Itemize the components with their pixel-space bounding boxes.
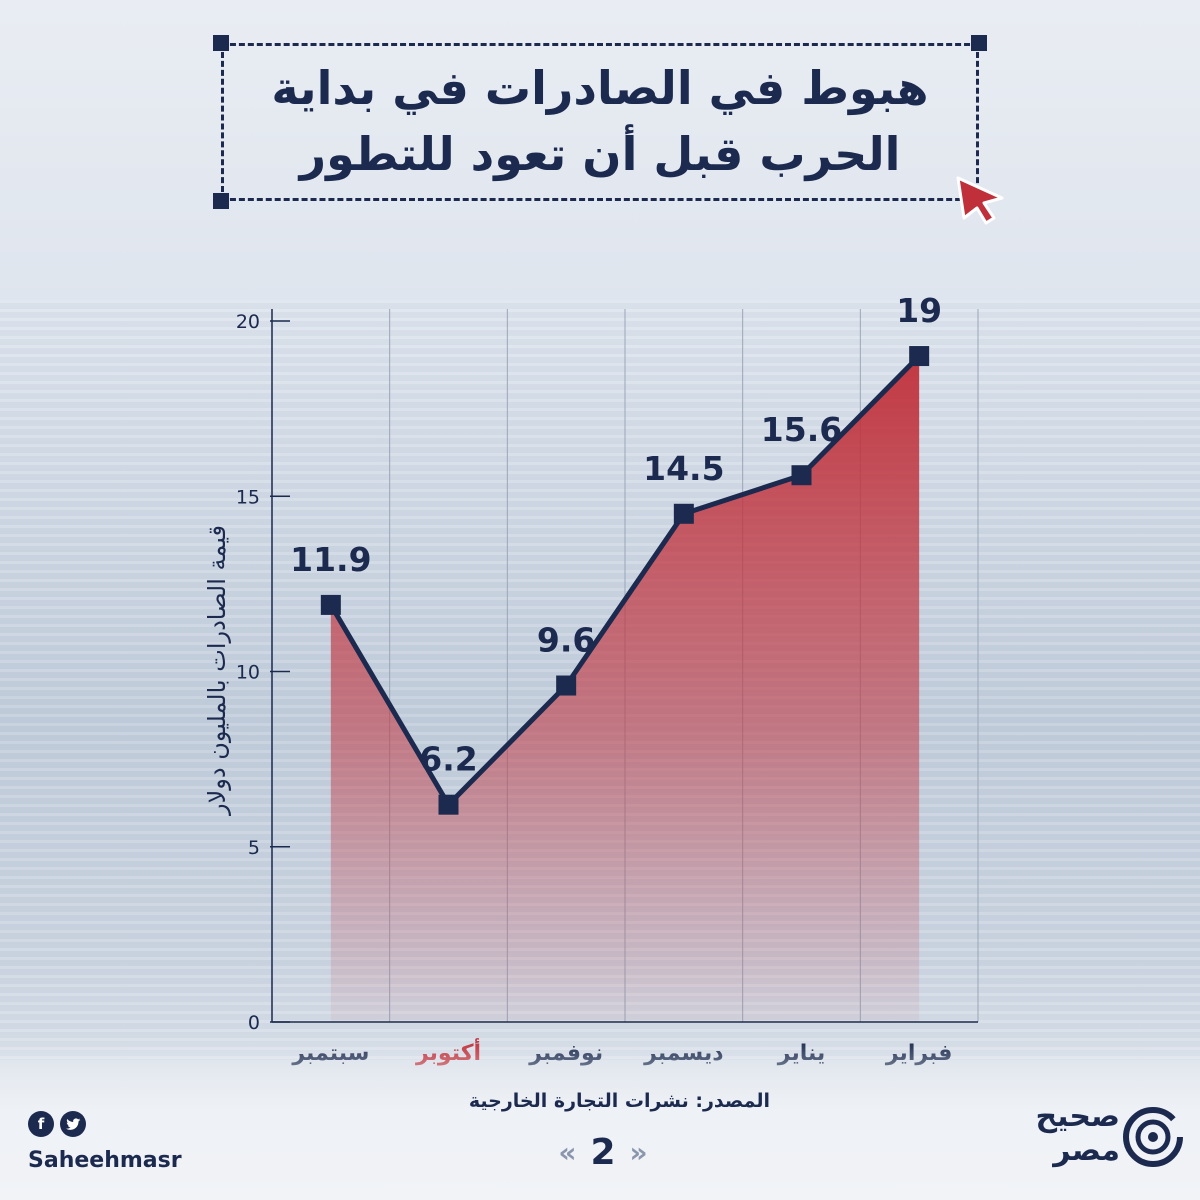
y-axis-label: قيمة الصادرات بالمليون دولار: [203, 525, 231, 816]
page-indicator: « 2 »: [548, 1130, 658, 1174]
frame-corner-bottom-left: [213, 193, 229, 209]
data-label: 19: [896, 291, 942, 330]
chevrons-right-icon: »: [629, 1135, 648, 1169]
data-label: 14.5: [643, 449, 724, 488]
y-tick-label: 10: [236, 662, 260, 684]
cursor-icon: [956, 176, 1004, 225]
target-logo-icon: [1123, 1107, 1183, 1167]
facebook-icon[interactable]: f: [28, 1111, 54, 1137]
y-tick-label: 15: [236, 486, 260, 508]
page-number: 2: [590, 1131, 616, 1173]
source-note: المصدر: نشرات التجارة الخارجية: [468, 1090, 770, 1112]
data-point: [791, 465, 812, 486]
brand-name: صحيح مصر: [1010, 1100, 1120, 1168]
area-fill: [330, 356, 920, 1022]
title-line-2: الحرب قبل أن تعود للتطور: [299, 127, 901, 181]
bottom-fade: [0, 1040, 1200, 1200]
chevrons-left-icon: «: [558, 1135, 577, 1169]
twitter-icon[interactable]: [60, 1111, 86, 1137]
data-label: 9.6: [537, 621, 595, 660]
series-line: [328, 354, 921, 808]
data-point: [909, 346, 930, 367]
data-point: [438, 794, 459, 815]
social-handle[interactable]: Saheehmasr: [28, 1148, 182, 1173]
page-title: هبوط في الصادرات في بداية الحرب قبل أن ت…: [221, 55, 979, 187]
brand-line-1: صحيح: [1035, 1099, 1120, 1134]
data-point: [673, 503, 694, 524]
data-label: 11.9: [290, 540, 371, 579]
brand-line-2: مصر: [1053, 1133, 1120, 1168]
frame-corner-top-right: [971, 35, 987, 51]
frame-corner-top-left: [213, 35, 229, 51]
title-line-1: هبوط في الصادرات في بداية: [271, 61, 929, 115]
data-point: [556, 675, 577, 696]
social-icons: f: [28, 1111, 86, 1137]
y-tick-label: 0: [248, 1012, 260, 1034]
y-tick-label: 5: [248, 837, 260, 859]
data-label: 6.2: [419, 740, 477, 779]
data-point: [320, 594, 341, 615]
brand-logo: صحيح مصر: [1010, 1100, 1190, 1180]
y-tick-label: 20: [236, 311, 260, 333]
data-label: 15.6: [761, 410, 842, 449]
title-frame: [221, 43, 979, 201]
